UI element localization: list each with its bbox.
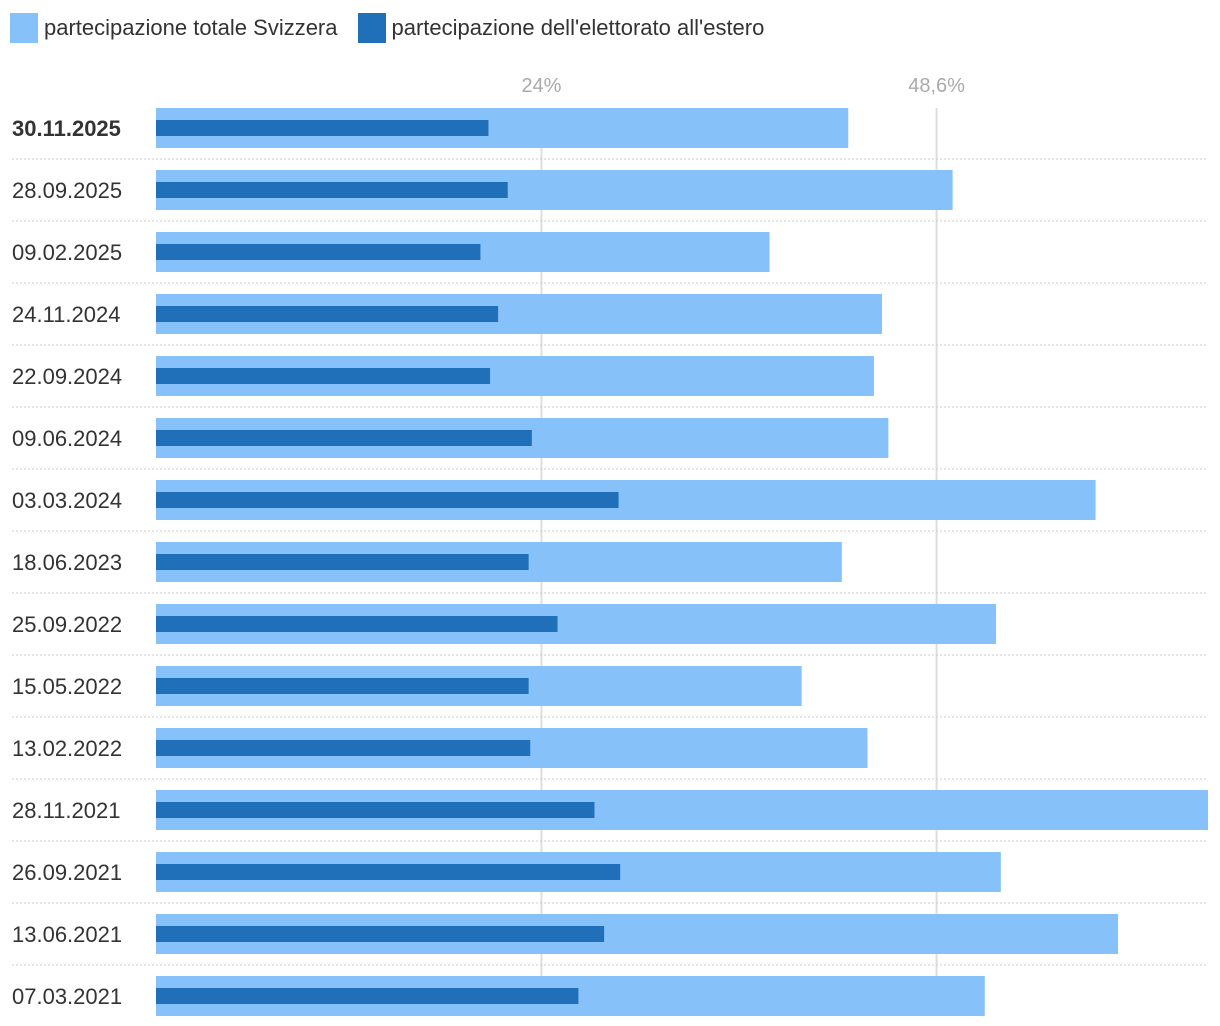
row-label-03.03.2024: 03.03.2024 xyxy=(12,488,122,513)
bar-abroad-28.09.2025 xyxy=(156,182,508,198)
tick-label-1: 48,6% xyxy=(908,75,965,97)
bar-abroad-13.06.2021 xyxy=(156,926,605,942)
row-label-26.09.2021: 26.09.2021 xyxy=(12,860,122,885)
legend: partecipazione totale Svizzera partecipa… xyxy=(10,12,784,44)
row-label-07.03.2021: 07.03.2021 xyxy=(12,984,122,1009)
tick-label-0: 24% xyxy=(521,75,561,97)
legend-swatch-total xyxy=(10,13,38,43)
bar-abroad-07.03.2021 xyxy=(156,988,579,1004)
row-label-15.05.2022: 15.05.2022 xyxy=(12,674,122,699)
bar-abroad-22.09.2024 xyxy=(156,368,491,384)
row-label-22.09.2024: 22.09.2024 xyxy=(12,364,122,389)
bar-abroad-28.11.2021 xyxy=(156,802,595,818)
row-label-09.02.2025: 09.02.2025 xyxy=(12,240,122,265)
bar-abroad-18.06.2023 xyxy=(156,554,529,570)
bar-abroad-13.02.2022 xyxy=(156,740,531,756)
bar-abroad-09.06.2024 xyxy=(156,430,532,446)
legend-label-total: partecipazione totale Svizzera xyxy=(44,15,338,40)
row-label-18.06.2023: 18.06.2023 xyxy=(12,550,122,575)
row-label-30.11.2025: 30.11.2025 xyxy=(12,116,121,141)
row-label-28.09.2025: 28.09.2025 xyxy=(12,178,122,203)
row-label-25.09.2022: 25.09.2022 xyxy=(12,612,122,637)
bar-abroad-24.11.2024 xyxy=(156,306,499,322)
legend-item-total: partecipazione totale Svizzera xyxy=(10,13,338,43)
legend-label-abroad: partecipazione dell'elettorato all'ester… xyxy=(391,15,765,40)
bar-abroad-03.03.2024 xyxy=(156,492,619,508)
bar-abroad-15.05.2022 xyxy=(156,678,529,694)
row-label-13.02.2022: 13.02.2022 xyxy=(12,736,122,761)
bar-abroad-26.09.2021 xyxy=(156,864,621,880)
bar-abroad-25.09.2022 xyxy=(156,616,558,632)
row-label-24.11.2024: 24.11.2024 xyxy=(12,302,120,327)
row-label-28.11.2021: 28.11.2021 xyxy=(12,798,120,823)
bar-abroad-09.02.2025 xyxy=(156,244,481,260)
legend-item-abroad: partecipazione dell'elettorato all'ester… xyxy=(357,13,765,43)
row-label-09.06.2024: 09.06.2024 xyxy=(12,426,122,451)
bar-abroad-30.11.2025 xyxy=(156,120,489,136)
legend-swatch-abroad xyxy=(357,13,386,43)
row-label-13.06.2021: 13.06.2021 xyxy=(12,922,122,947)
